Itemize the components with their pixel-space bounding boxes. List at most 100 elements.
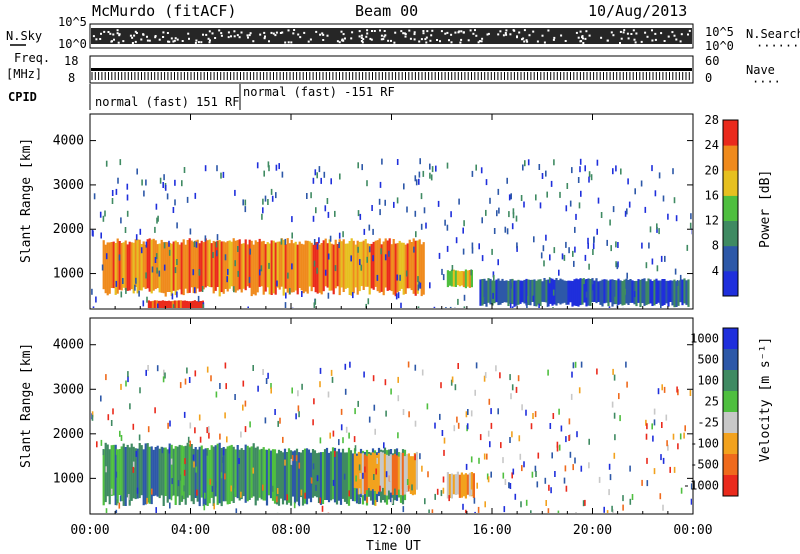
scatter-speckle bbox=[154, 257, 157, 263]
range-cell-column bbox=[402, 242, 405, 295]
range-cell-column bbox=[154, 240, 157, 290]
range-cell-column bbox=[154, 447, 157, 496]
range-cell-column bbox=[216, 443, 219, 505]
scatter-speckle bbox=[530, 510, 532, 513]
noise-gap bbox=[319, 33, 322, 36]
scatter-speckle bbox=[580, 465, 583, 472]
range-cell-column bbox=[635, 280, 638, 307]
scatter-speckle bbox=[483, 375, 486, 382]
range-cell-column bbox=[587, 278, 590, 306]
scatter-speckle bbox=[195, 466, 197, 473]
range-cell-column bbox=[545, 279, 548, 303]
scatter-speckle bbox=[450, 211, 452, 218]
scatter-speckle bbox=[393, 201, 395, 208]
noise-gap bbox=[667, 35, 670, 38]
scatter-speckle bbox=[196, 489, 198, 496]
scatter-speckle bbox=[145, 179, 147, 186]
range-cell-column bbox=[280, 238, 283, 287]
range-cell-column bbox=[613, 280, 616, 305]
scatter-speckle bbox=[475, 362, 478, 369]
range-cell-column bbox=[175, 300, 178, 308]
noise-gap bbox=[263, 31, 266, 34]
range-cell-column bbox=[136, 239, 139, 294]
range-cell-column bbox=[126, 444, 129, 498]
range-cell-column bbox=[446, 270, 449, 288]
range-cell-column bbox=[196, 449, 199, 502]
scatter-speckle bbox=[366, 256, 368, 263]
noise-gap bbox=[162, 31, 165, 34]
scatter-speckle bbox=[669, 466, 671, 473]
scatter-speckle bbox=[474, 511, 476, 513]
scatter-speckle bbox=[295, 455, 298, 462]
scatter-speckle bbox=[690, 498, 692, 505]
scatter-speckle bbox=[206, 427, 208, 434]
range-cell-column bbox=[373, 453, 376, 491]
scatter-speckle bbox=[503, 506, 506, 513]
scatter-speckle bbox=[467, 409, 469, 415]
scatter-speckle bbox=[268, 262, 270, 269]
range-cell-column bbox=[179, 300, 182, 308]
range-cell-column bbox=[625, 278, 628, 304]
range-cell-column bbox=[116, 449, 119, 504]
range-cell-column bbox=[262, 240, 265, 295]
scatter-speckle bbox=[592, 284, 594, 291]
range-cell-column bbox=[369, 455, 372, 491]
range-cell-column bbox=[481, 279, 484, 306]
scatter-speckle bbox=[93, 193, 96, 200]
scatter-speckle bbox=[207, 426, 210, 433]
noise-gap bbox=[509, 33, 512, 36]
noise-gap bbox=[522, 37, 525, 40]
range-cell-column bbox=[485, 280, 488, 307]
range-cell-column bbox=[302, 244, 305, 294]
noise-gap bbox=[360, 36, 363, 39]
range-cell-column bbox=[295, 448, 299, 502]
noise-gap bbox=[459, 41, 462, 44]
range-cell-column bbox=[166, 449, 169, 503]
scatter-speckle bbox=[183, 485, 185, 492]
scatter-speckle bbox=[470, 456, 473, 463]
scatter-speckle bbox=[315, 484, 317, 491]
noise-gap bbox=[230, 35, 232, 38]
range-cell-column bbox=[645, 281, 648, 306]
scatter-speckle bbox=[118, 502, 121, 509]
range-cell-column bbox=[559, 278, 562, 305]
scatter-speckle bbox=[249, 248, 251, 255]
range-cell-column bbox=[450, 269, 453, 287]
range-cell-column bbox=[248, 447, 251, 500]
range-cell-column bbox=[653, 279, 656, 306]
scatter-speckle bbox=[127, 376, 129, 383]
range-cell-column bbox=[400, 242, 403, 289]
scatter-speckle bbox=[234, 488, 236, 495]
range-cell-column bbox=[353, 453, 356, 488]
scatter-speckle bbox=[611, 401, 614, 408]
scatter-speckle bbox=[570, 393, 573, 400]
noise-gap bbox=[146, 35, 148, 38]
noise-gap bbox=[109, 32, 112, 35]
scatter-speckle bbox=[397, 292, 400, 299]
scatter-speckle bbox=[615, 261, 617, 268]
scatter-speckle bbox=[234, 394, 236, 400]
noise-gap bbox=[404, 35, 407, 38]
noise-gap bbox=[113, 38, 115, 41]
noise-gap bbox=[504, 32, 507, 34]
scatter-speckle bbox=[656, 223, 658, 230]
range-cell-column bbox=[390, 244, 393, 292]
scatter-speckle bbox=[612, 368, 614, 375]
scatter-region bbox=[102, 238, 425, 297]
range-cell-column bbox=[150, 446, 153, 505]
noise-gap bbox=[436, 39, 438, 41]
scatter-speckle bbox=[547, 508, 550, 513]
scatter-speckle bbox=[367, 298, 370, 305]
range-cell-column bbox=[681, 279, 684, 306]
range-cell-column bbox=[160, 239, 163, 293]
scatter-speckle bbox=[389, 475, 391, 481]
scatter-speckle bbox=[383, 442, 385, 449]
scatter-speckle bbox=[278, 163, 280, 170]
range-cell-column bbox=[609, 279, 612, 303]
range-cell-column bbox=[118, 241, 121, 290]
noise-gap bbox=[413, 31, 416, 34]
scatter-speckle bbox=[545, 500, 547, 506]
range-cell-column bbox=[104, 244, 107, 294]
noise-gap bbox=[211, 32, 214, 35]
noise-bottom-tick-right: 10^0 bbox=[705, 39, 734, 53]
